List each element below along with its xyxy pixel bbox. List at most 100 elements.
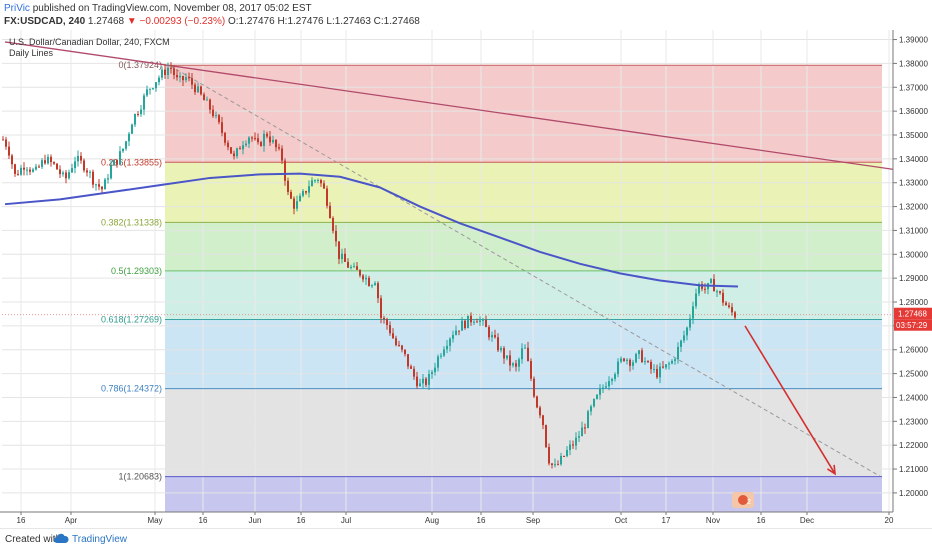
candle-body [632, 362, 634, 366]
candle-body [521, 348, 523, 360]
fibonacci-retracement[interactable] [165, 65, 882, 512]
candle-body [137, 113, 139, 115]
candle-body [689, 318, 691, 328]
trend-line [4, 41, 896, 171]
candle-body [194, 84, 196, 93]
candle-body [506, 355, 508, 359]
candle-body [686, 327, 688, 336]
time-tick-label: Aug [425, 516, 439, 525]
candle-body [725, 302, 727, 306]
author-link[interactable]: PriVic [4, 3, 30, 14]
candle-body [284, 160, 286, 181]
open-label: O: [227, 16, 239, 27]
price-tick-label: 1.24000 [899, 393, 928, 402]
fib-level-label: 0.786(1.24372) [101, 384, 162, 394]
candle-body [485, 319, 487, 328]
candle-body [251, 137, 253, 139]
tradingview-cloud-icon[interactable] [53, 532, 69, 546]
candle-body [332, 218, 334, 231]
candle-body [257, 138, 259, 143]
tradingview-brand[interactable]: TradingView [72, 534, 128, 545]
time-tick-label: 16 [17, 516, 26, 525]
candle-body [260, 142, 262, 146]
candle-body [14, 164, 16, 174]
indicator-label: Daily Lines [9, 48, 54, 58]
candle-body [368, 277, 370, 287]
candle-body [56, 163, 58, 170]
candle-body [413, 368, 415, 377]
candle-body [710, 279, 712, 284]
fibonacci-levels: 0(1.37924) 0.236(1.33855) 0.382(1.31338) 0.… [101, 60, 882, 482]
candle-body [644, 361, 646, 363]
price-tick-label: 1.30000 [899, 250, 928, 259]
candle-body [509, 355, 511, 366]
candle-body [233, 153, 235, 157]
candle-body [680, 340, 682, 347]
candle-body [197, 86, 199, 93]
candle-body [698, 284, 700, 294]
candle-body [395, 338, 397, 346]
candle-body [302, 191, 304, 196]
time-tick-label: 16 [757, 516, 766, 525]
candle-body [440, 355, 442, 357]
candle-body [692, 306, 694, 319]
candle-body [347, 261, 349, 268]
candle-body [365, 277, 367, 280]
candle-body [242, 145, 244, 150]
candle-body [239, 148, 241, 150]
candle-body [161, 69, 163, 78]
candle-body [716, 291, 718, 293]
candle-body [350, 266, 352, 268]
time-tick-label: Apr [65, 516, 78, 525]
candle-body [392, 333, 394, 339]
candle-body [593, 398, 595, 407]
fib-level-label: 0.618(1.27269) [101, 314, 162, 324]
candle-body [551, 463, 553, 465]
fib-zone [165, 162, 882, 223]
candle-body [131, 124, 133, 134]
price-tick-label: 1.31000 [899, 226, 928, 235]
candle-body [362, 275, 364, 280]
candle-body [608, 381, 610, 387]
candle-body [224, 132, 226, 143]
symbol-name[interactable]: FX:USDCAD, 240 [4, 16, 86, 27]
candle-body [629, 359, 631, 366]
candle-body [719, 291, 721, 293]
dashed-trend-line [169, 65, 881, 477]
candle-body [647, 361, 649, 363]
time-tick-label: Dec [800, 516, 814, 525]
candle-body [35, 166, 37, 170]
down-triangle-icon: ▼ [126, 16, 137, 27]
candle-body [38, 166, 40, 168]
candle-body [29, 169, 31, 172]
candle-body [149, 88, 151, 90]
fib-zone [165, 476, 882, 512]
candle-body [11, 155, 13, 165]
candle-body [167, 67, 169, 75]
candle-body [425, 378, 427, 385]
candle-body [449, 338, 451, 346]
candle-body [227, 142, 229, 148]
candle-body [203, 94, 205, 101]
candle-body [20, 167, 22, 175]
time-axis[interactable]: 16 Apr May 16 Jun 16 Jul Aug 16 Sep Oct 17 Nov 16 Dec 2… [0, 511, 932, 528]
candle-body [377, 283, 379, 299]
candle-body [23, 167, 25, 170]
candle-body [626, 359, 628, 361]
candle-body [566, 449, 568, 457]
price-chart[interactable]: 0(1.37924) 0.236(1.33855) 0.382(1.31338) 0.… [0, 30, 932, 528]
candle-body [560, 455, 562, 465]
candle-body [200, 86, 202, 95]
candle-body [275, 139, 277, 148]
candle-body [653, 368, 655, 370]
price-tick-label: 1.23000 [899, 417, 928, 426]
candle-body [299, 195, 301, 202]
price-axis[interactable]: 1.39000 1.38000 1.37000 1.36000 1.35000 1.340… [892, 30, 932, 512]
candle-body [587, 411, 589, 429]
candle-body [314, 180, 316, 182]
candle-body [722, 292, 724, 303]
candle-body [218, 115, 220, 123]
candle-body [482, 319, 484, 321]
candle-body [164, 69, 166, 75]
candle-body [116, 160, 118, 165]
